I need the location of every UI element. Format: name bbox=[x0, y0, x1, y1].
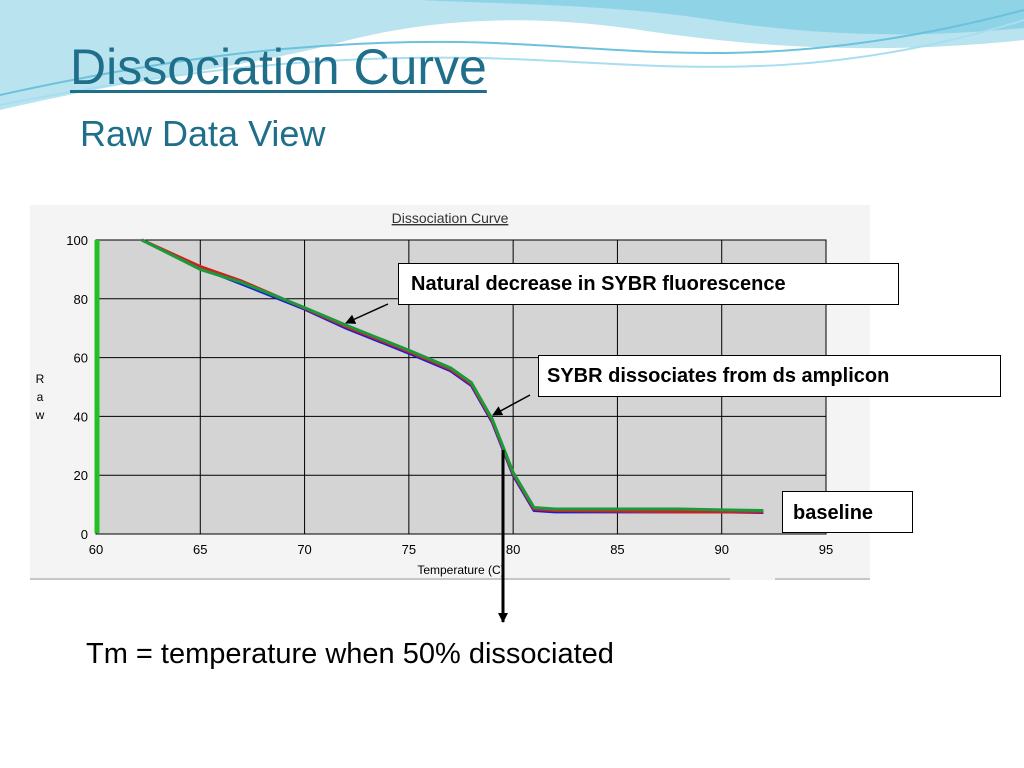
y-tick-labels: 0 20 40 60 80 100 bbox=[66, 233, 88, 542]
slide-title: Dissociation Curve bbox=[70, 39, 487, 95]
slide-subtitle: Raw Data View bbox=[80, 113, 326, 154]
callout-fluorescence: Natural decrease in SYBR fluorescence bbox=[398, 263, 899, 305]
y-tick-label: 20 bbox=[74, 468, 88, 483]
callout-dissociates: SYBR dissociates from ds amplicon bbox=[538, 355, 1001, 397]
y-tick-label: 100 bbox=[66, 233, 88, 248]
y-tick-label: 0 bbox=[81, 527, 88, 542]
x-tick-label: 80 bbox=[506, 542, 520, 557]
y-tick-label: 40 bbox=[74, 409, 88, 424]
x-tick-label: 65 bbox=[193, 542, 207, 557]
x-tick-label: 75 bbox=[402, 542, 416, 557]
x-axis-label: Temperature (C) bbox=[417, 563, 504, 577]
callout-baseline: baseline bbox=[782, 491, 913, 533]
y-tick-label: 80 bbox=[74, 292, 88, 307]
x-tick-label: 90 bbox=[714, 542, 728, 557]
x-tick-label: 60 bbox=[89, 542, 103, 557]
x-tick-label: 70 bbox=[297, 542, 311, 557]
series-line-3 bbox=[141, 238, 764, 512]
x-tick-label: 95 bbox=[819, 542, 833, 557]
decorative-wave-header bbox=[0, 0, 1024, 110]
chart-title: Dissociation Curve bbox=[392, 210, 509, 226]
y-tick-label: 60 bbox=[74, 351, 88, 366]
x-tick-labels: 60 65 70 75 80 85 90 95 bbox=[89, 542, 833, 557]
tm-caption: Tm = temperature when 50% dissociated bbox=[86, 638, 614, 670]
x-tick-label: 85 bbox=[610, 542, 624, 557]
series-lines bbox=[141, 238, 764, 514]
